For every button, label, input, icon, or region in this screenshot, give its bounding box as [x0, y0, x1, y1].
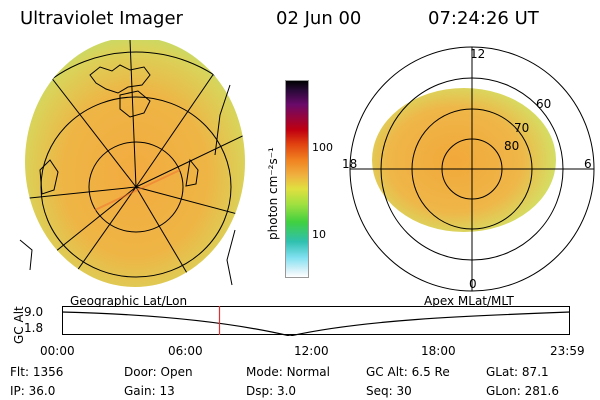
- colorbar-unit-label: photon cm⁻²s⁻¹: [266, 147, 280, 240]
- timeline-xtick-3: 18:00: [421, 344, 456, 358]
- status-seq: Seq: 30: [366, 384, 412, 398]
- status-mode: Mode: Normal: [246, 365, 330, 379]
- mlt-label-12: 12: [470, 47, 485, 61]
- polar-plot: 12 0 18 6 80 70 60: [342, 46, 595, 292]
- status-gain: Gain: 13: [124, 384, 175, 398]
- mlt-label-0: 0: [469, 277, 477, 291]
- timeline-ytick-high: 9.0: [24, 305, 44, 319]
- header-time: 07:24:26 UT: [428, 8, 539, 29]
- geographic-label: Geographic Lat/Lon: [70, 294, 188, 308]
- colorbar: [285, 80, 309, 278]
- status-door: Door: Open: [124, 365, 193, 379]
- colorbar-tick-100: 100: [312, 141, 333, 154]
- status-ip: IP: 36.0: [10, 384, 56, 398]
- altitude-timeline: [62, 306, 570, 336]
- status-glat: GLat: 87.1: [486, 365, 549, 379]
- header-date: 02 Jun 00: [276, 8, 362, 29]
- lat-label-70: 70: [514, 121, 529, 135]
- status-dsp: Dsp: 3.0: [246, 384, 297, 398]
- timeline-xtick-4: 23:59: [550, 344, 585, 358]
- app-title: Ultraviolet Imager: [20, 8, 183, 29]
- coastline-icon: [19, 64, 236, 286]
- lat-label-60: 60: [536, 97, 551, 111]
- apex-label: Apex MLat/MLT: [424, 294, 514, 308]
- colorbar-tick-10: 10: [312, 228, 326, 241]
- timeline-ytick-low: 1.8: [24, 321, 44, 335]
- mlt-label-6: 6: [584, 157, 592, 171]
- timeline-xtick-1: 06:00: [168, 344, 203, 358]
- status-glon: GLon: 281.6: [486, 384, 559, 398]
- status-flt: Flt: 1356: [10, 365, 64, 379]
- timeline-xtick-0: 00:00: [40, 344, 75, 358]
- timeline-xtick-2: 12:00: [294, 344, 329, 358]
- lat-label-80: 80: [504, 139, 519, 153]
- geographic-image: [19, 40, 245, 287]
- status-gc-alt: GC Alt: 6.5 Re: [366, 365, 450, 379]
- mlt-label-18: 18: [342, 157, 357, 171]
